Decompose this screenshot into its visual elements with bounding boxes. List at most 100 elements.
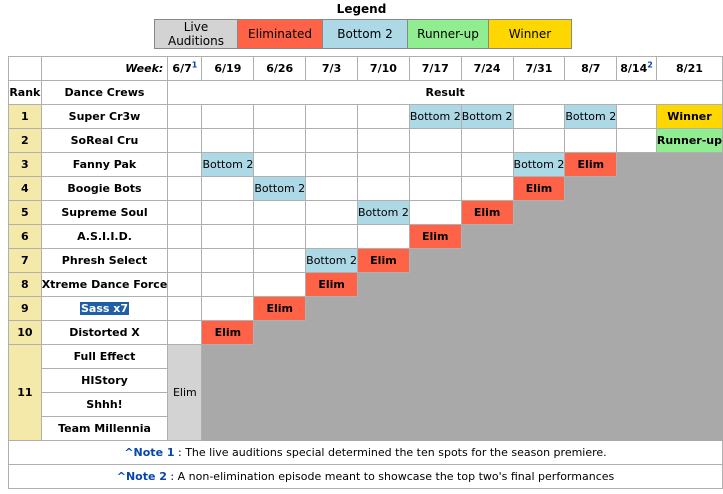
result-cell: Bottom 2 — [460, 104, 514, 129]
result-cell: Bottom 2 — [253, 176, 307, 201]
eliminated-filler — [408, 248, 723, 273]
note-cell: ^Note 1 : The live auditions special det… — [8, 440, 723, 465]
result-cell: Bottom 2 — [201, 152, 255, 177]
rank-cell: 5 — [8, 200, 42, 225]
result-cell: Winner — [655, 104, 723, 129]
result-cell — [201, 296, 255, 321]
result-cell — [357, 128, 410, 153]
note-row: ^Note 1 : The live auditions special det… — [8, 440, 723, 465]
result-cell: Runner-up — [655, 128, 723, 153]
legend-live-auditions: Live Auditions — [154, 19, 238, 49]
crew-name-cell: Fanny Pak — [40, 152, 169, 177]
result-cell: Elim — [512, 176, 566, 201]
result-cell — [564, 128, 618, 153]
table-row: 5 Supreme Soul Bottom 2 Elim — [8, 200, 723, 225]
crew-name-cell: A.S.I.I.D. — [40, 224, 169, 249]
table-row: 6 A.S.I.I.D. Elim — [8, 224, 723, 249]
week-footnote-ref[interactable]: 2 — [647, 60, 653, 70]
rank-cell: 9 — [8, 296, 42, 321]
result-cell — [408, 128, 462, 153]
table-row: 11 Full Effect Elim — [8, 344, 723, 441]
result-cell — [167, 176, 203, 201]
week-header: 6/26 — [253, 56, 307, 81]
week-header: 6/19 — [201, 56, 255, 81]
rank-header: Rank — [8, 80, 42, 105]
result-cell — [167, 296, 203, 321]
crew-name-cell: Team Millennia — [40, 416, 169, 441]
eliminated-filler — [460, 224, 723, 249]
eliminated-filler — [201, 344, 723, 441]
result-cell — [357, 224, 410, 249]
legend-winner: Winner — [488, 19, 572, 49]
week-label: Week: — [40, 56, 169, 81]
note-link[interactable]: ^Note 1 — [124, 446, 175, 459]
rank-cell: 8 — [8, 272, 42, 297]
crew-name-cell: Super Cr3w — [40, 104, 169, 129]
result-cell: Bottom 2 — [564, 104, 618, 129]
legend-eliminated: Eliminated — [237, 19, 323, 49]
crew-name-cell: Full Effect — [40, 344, 169, 369]
result-cell — [201, 200, 255, 225]
week-header: 7/31 — [512, 56, 566, 81]
week-date: 8/7 — [581, 62, 601, 75]
rank-cell: 4 — [8, 176, 42, 201]
result-cell — [167, 248, 203, 273]
result-cell — [460, 152, 514, 177]
table-row: 7 Phresh Select Bottom 2 Elim — [8, 248, 723, 273]
results-table: Week: 6/71 6/19 6/26 7/3 7/10 7/17 7/24 7/31 8/7 8… — [8, 56, 723, 489]
note-text: : A non-elimination episode meant to sho… — [166, 470, 615, 483]
result-cell: Elim — [564, 152, 618, 177]
week-date: 7/10 — [369, 62, 397, 75]
selected-crew-text[interactable]: Sass x7 — [79, 302, 129, 315]
result-cell — [167, 272, 203, 297]
result-cell — [201, 176, 255, 201]
rank-cell: 6 — [8, 224, 42, 249]
result-cell: Elim — [357, 248, 410, 273]
week-date: 6/26 — [266, 62, 294, 75]
corner-cell — [8, 56, 42, 81]
result-header: Result — [167, 80, 723, 105]
table-row: 3 Fanny Pak Bottom 2 Bottom 2 Elim — [8, 152, 723, 177]
note-text: : The live auditions special determined … — [174, 446, 607, 459]
result-cell — [616, 104, 657, 129]
result-cell — [305, 152, 358, 177]
week-date: 8/14 — [620, 62, 648, 75]
table-row: 9 Sass x7 Elim — [8, 296, 723, 321]
week-date: 8/21 — [675, 62, 703, 75]
result-cell — [253, 152, 307, 177]
result-cell — [408, 200, 462, 225]
result-cell — [201, 272, 255, 297]
result-cell — [305, 104, 358, 129]
result-cell — [357, 176, 410, 201]
table-row: 10 Distorted X Elim — [8, 320, 723, 345]
eliminated-filler — [253, 320, 723, 345]
result-cell — [305, 176, 358, 201]
week-header: 8/7 — [564, 56, 618, 81]
result-cell — [253, 224, 307, 249]
result-cell: Bottom 2 — [512, 152, 566, 177]
crew-name-cell: Shhh! — [40, 392, 169, 417]
week-date: 6/19 — [214, 62, 242, 75]
result-cell: Elim — [305, 272, 358, 297]
crew-name-cell: HIStory — [40, 368, 169, 393]
note-link[interactable]: ^Note 2 — [116, 470, 167, 483]
result-cell — [167, 152, 203, 177]
rank-cell: 11 — [8, 344, 42, 441]
result-cell — [253, 272, 307, 297]
rank-cell: 1 — [8, 104, 42, 129]
result-cell — [305, 224, 358, 249]
week-footnote-ref[interactable]: 1 — [191, 60, 198, 70]
result-cell — [512, 128, 566, 153]
week-header: 6/71 — [167, 56, 203, 81]
result-cell — [167, 104, 203, 129]
result-cell — [167, 200, 203, 225]
note-cell: ^Note 2 : A non-elimination episode mean… — [8, 464, 723, 489]
table-row: 2 SoReal Cru Runner-up — [8, 128, 723, 153]
week-date: 7/17 — [421, 62, 449, 75]
crew-name-cell: Boogie Bots — [40, 176, 169, 201]
result-cell: Bottom 2 — [357, 200, 410, 225]
result-cell: Elim — [460, 200, 514, 225]
week-header: 8/21 — [655, 56, 723, 81]
result-cell: Elim — [201, 320, 255, 345]
crew-name-cell: Supreme Soul — [40, 200, 169, 225]
